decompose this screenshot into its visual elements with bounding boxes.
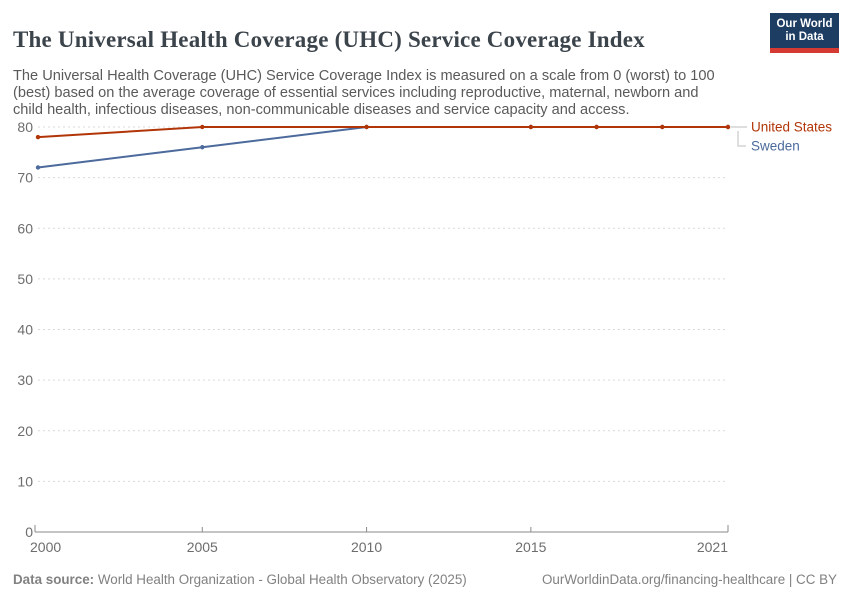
legend-connector-1: [737, 131, 746, 147]
data-source-text: World Health Organization - Global Healt…: [94, 572, 467, 587]
y-tick-label-0: 0: [25, 524, 33, 540]
point-sweden-2005[interactable]: [200, 145, 205, 150]
point-sweden-2000[interactable]: [35, 165, 41, 170]
x-tick-label-2021: 2021: [697, 539, 728, 555]
y-tick-label-10: 10: [17, 473, 33, 489]
point-united-states-2017[interactable]: [594, 124, 599, 130]
data-source: Data source: World Health Organization -…: [13, 572, 467, 587]
x-tick-label-2015: 2015: [515, 539, 546, 555]
y-tick-label-50: 50: [17, 271, 33, 287]
y-tick-label-80: 80: [17, 119, 33, 135]
y-tick-label-60: 60: [17, 220, 33, 236]
y-tick-label-20: 20: [17, 423, 33, 439]
y-tick-label-40: 40: [17, 322, 33, 338]
y-tick-label-70: 70: [17, 170, 33, 186]
legend-label-sweden[interactable]: Sweden: [751, 139, 800, 154]
credit-link[interactable]: OurWorldinData.org/financing-healthcare …: [542, 572, 837, 587]
x-tick-label-2000: 2000: [30, 539, 61, 555]
page-title: The Universal Health Coverage (UHC) Serv…: [13, 27, 645, 53]
point-united-states-2021[interactable]: [725, 124, 731, 130]
y-tick-label-30: 30: [17, 372, 33, 388]
logo-line2: in Data: [785, 31, 824, 43]
owid-logo[interactable]: Our World in Data: [770, 13, 839, 53]
logo-line1: Our World: [776, 18, 833, 30]
x-tick-label-2010: 2010: [351, 539, 382, 555]
x-tick-label-2005: 2005: [187, 539, 218, 555]
line-united-states[interactable]: [37, 126, 728, 139]
data-source-label: Data source:: [13, 572, 95, 587]
point-united-states-2019[interactable]: [660, 124, 665, 130]
chart-subtitle: The Universal Health Coverage (UHC) Serv…: [13, 67, 715, 118]
chart-footer: Data source: World Health Organization -…: [13, 572, 837, 587]
line-sweden[interactable]: [37, 126, 728, 169]
point-united-states-2010[interactable]: [364, 124, 369, 130]
legend-label-united-states[interactable]: United States: [751, 120, 832, 135]
point-united-states-2005[interactable]: [200, 124, 205, 130]
point-united-states-2000[interactable]: [35, 134, 41, 140]
point-united-states-2015[interactable]: [528, 124, 534, 130]
